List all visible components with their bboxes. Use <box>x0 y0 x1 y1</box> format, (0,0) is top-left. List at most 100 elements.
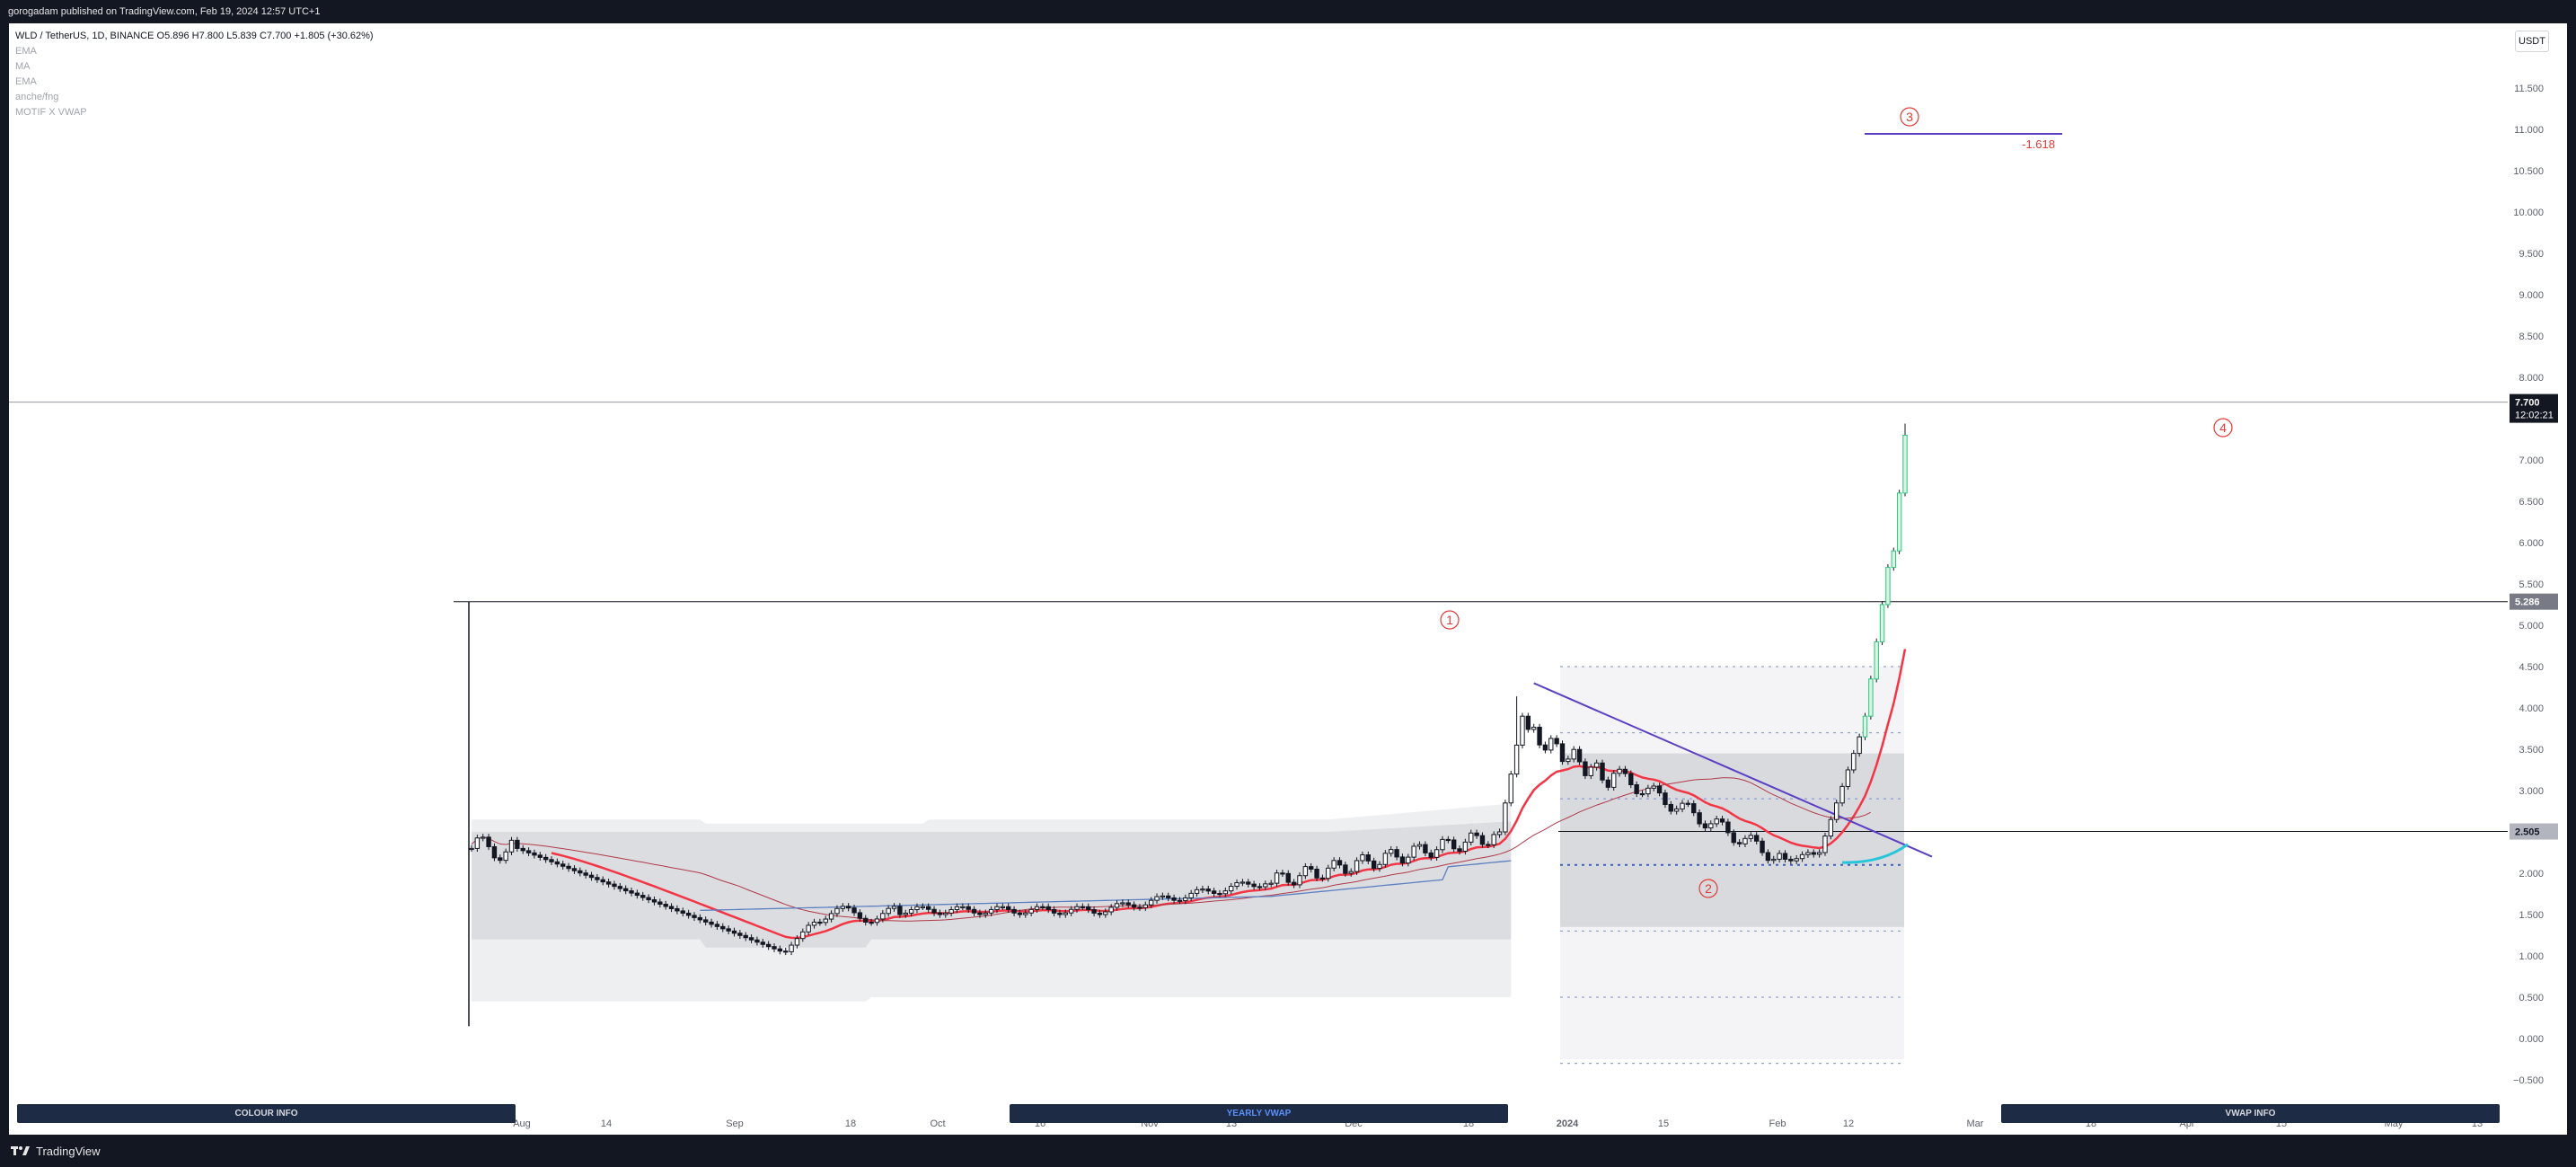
candle-body <box>1063 912 1068 915</box>
candle-body <box>1571 748 1576 760</box>
candle-body <box>845 906 851 909</box>
candle-body <box>503 851 508 862</box>
candle-body <box>1697 812 1702 825</box>
candle-body <box>474 837 481 849</box>
candle-body <box>772 946 777 950</box>
candle-body <box>668 906 675 909</box>
indicator-anche-fng[interactable]: anche/fng <box>15 92 59 102</box>
price-tick-label: −0.500 <box>2513 1075 2544 1086</box>
candle-body <box>863 917 869 923</box>
candle-body <box>1017 912 1023 915</box>
close-label: C <box>259 31 267 41</box>
symbol-title[interactable]: WLD / TetherUS, 1D, BINANCE <box>15 31 154 41</box>
candle-body <box>1777 853 1782 860</box>
candle-body <box>1091 909 1097 914</box>
candle-body <box>1188 892 1194 898</box>
yearly-vwap-button[interactable]: YEARLY VWAP <box>1010 1104 1508 1123</box>
publish-info: gorogadam published on TradingView.com, … <box>8 6 321 17</box>
open-label: O <box>156 31 165 41</box>
candle-body <box>1040 906 1045 908</box>
candle-body <box>1736 842 1742 844</box>
wave-3-label: 3 <box>1906 110 1913 124</box>
brand-name: TradingView <box>36 1144 101 1158</box>
candle-body <box>760 942 765 945</box>
low-value: 5.839 <box>232 31 257 41</box>
candle-body <box>789 944 794 952</box>
candle-body <box>525 850 532 853</box>
candle-body <box>1491 834 1496 845</box>
candle-body <box>1280 872 1285 875</box>
candle-body <box>1377 863 1382 870</box>
colour-info-button[interactable]: COLOUR INFO <box>17 1104 516 1123</box>
wave-4-label: 4 <box>2219 420 2227 435</box>
level-low-tag: 2.505 <box>2515 827 2540 838</box>
candle-body <box>1285 872 1291 883</box>
candle-body <box>897 906 903 915</box>
candle-body <box>794 938 800 946</box>
candle-body <box>554 861 560 865</box>
candle-body <box>1685 802 1691 805</box>
candle-body <box>1142 904 1149 908</box>
tradingview-brand[interactable]: TradingView <box>11 1141 101 1161</box>
vwap-info-button[interactable]: VWAP INFO <box>2001 1104 2500 1123</box>
candle-body <box>1520 715 1525 746</box>
candle-body <box>1337 860 1343 866</box>
candle-body <box>1753 835 1760 842</box>
candle-body <box>1548 738 1554 751</box>
candle-body <box>709 921 714 925</box>
indicator-motif-vwap[interactable]: MOTIF X VWAP <box>15 107 87 118</box>
candle-body <box>1513 744 1520 775</box>
time-tick-label: 2024 <box>1557 1118 1579 1129</box>
time-tick-label: 15 <box>1658 1118 1669 1129</box>
candle-body <box>1251 883 1257 888</box>
indicator-ema-2[interactable]: EMA <box>15 76 37 87</box>
candle-body <box>583 872 588 876</box>
candle-body <box>1691 803 1697 814</box>
price-tick-label: 8.500 <box>2519 332 2544 342</box>
candle-body <box>1748 835 1754 839</box>
indicator-ema-1[interactable]: EMA <box>15 46 37 57</box>
price-tick-label: 3.000 <box>2519 786 2544 797</box>
wave-1-circle <box>1440 610 1460 630</box>
descending-trendline <box>1533 682 1933 858</box>
candle-body <box>731 930 737 934</box>
candle-body <box>966 906 971 910</box>
currency-button[interactable]: USDT <box>2515 31 2549 52</box>
candle-body <box>1239 881 1246 884</box>
candle-body <box>1622 768 1628 774</box>
candle-body <box>954 906 960 910</box>
candle-body <box>697 916 703 921</box>
candle-body <box>1389 849 1394 854</box>
candle-body <box>1416 844 1423 847</box>
candle-body <box>1097 912 1103 915</box>
candle-body <box>1257 886 1263 889</box>
time-tick-label: Oct <box>930 1118 945 1129</box>
vwap-bands <box>472 666 1904 1065</box>
candle-body <box>777 948 783 952</box>
candle-body <box>646 897 651 901</box>
candle-body <box>1868 678 1874 717</box>
candle-body <box>1183 897 1188 902</box>
indicator-ma[interactable]: MA <box>15 61 31 72</box>
candle-body <box>1314 868 1319 879</box>
candle-body <box>811 921 817 926</box>
candle-body <box>560 863 566 867</box>
candle-body <box>1051 908 1057 914</box>
price-tick-label: 5.000 <box>2519 621 2544 632</box>
candle-body <box>1326 867 1331 880</box>
candle-body <box>1663 792 1668 805</box>
candle-body <box>737 933 743 936</box>
candle-body <box>743 934 748 939</box>
candle-body <box>481 836 486 839</box>
candle-body <box>1057 912 1063 915</box>
candle-body <box>1714 818 1719 825</box>
chart-frame[interactable]: 1 2 3 4 -1.618 11.500 11.000 10.500 10.000 9.500… <box>9 23 2567 1135</box>
candle-body <box>1822 835 1828 853</box>
candle-body <box>1445 838 1451 842</box>
candle-body <box>605 881 612 885</box>
wave-4-circle <box>2213 418 2233 438</box>
price-axis[interactable]: 11.500 11.000 10.500 10.000 9.500 9.000 8.500 8… <box>2510 84 2558 1086</box>
candle-body <box>1120 902 1125 905</box>
current-price-tag-countdown: 12:02:21 <box>2515 411 2554 421</box>
